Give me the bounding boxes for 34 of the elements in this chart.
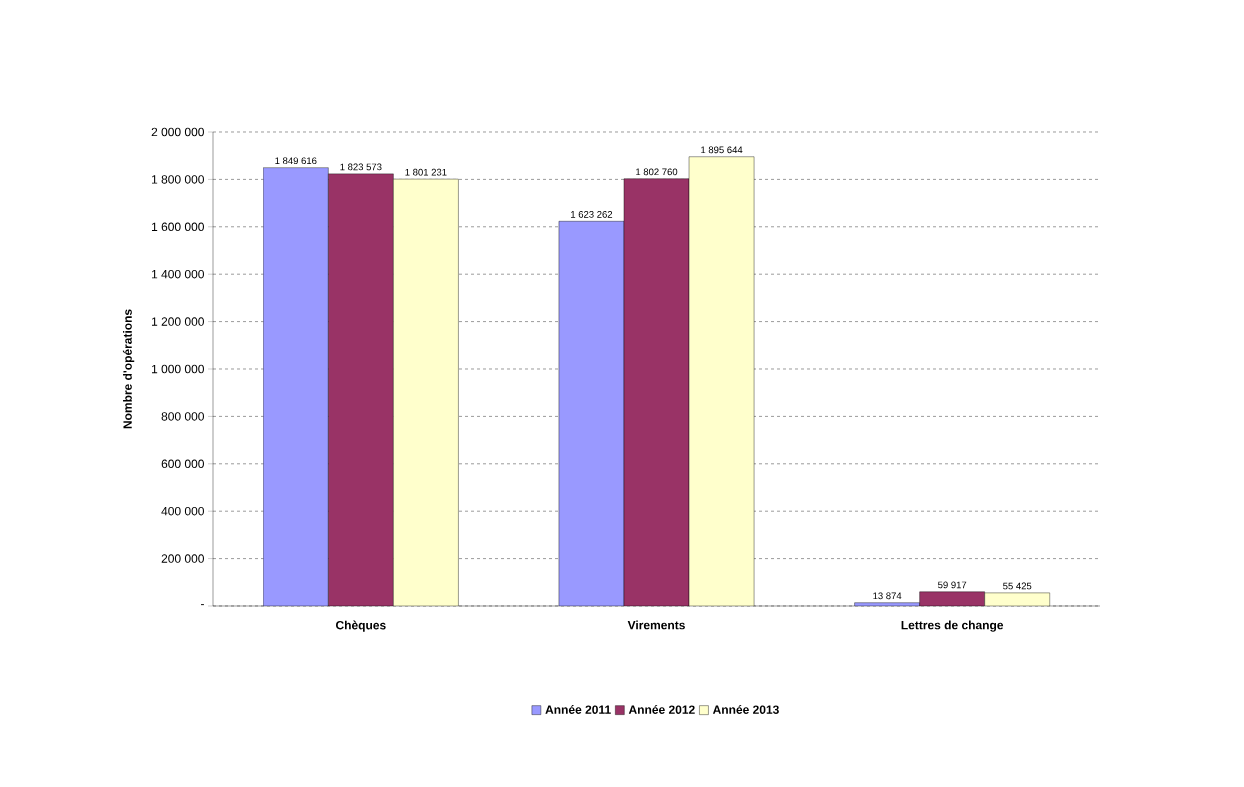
- y-axis-title: Nombre d'opérations: [122, 309, 135, 429]
- y-tick-label: 2 000 000: [151, 127, 204, 137]
- data-label: 1 623 262: [571, 211, 613, 218]
- y-tick-label: 1 400 000: [151, 269, 204, 279]
- data-label: 1 849 616: [275, 157, 317, 165]
- data-label: 59 917: [938, 581, 967, 589]
- data-label: 13 874: [873, 592, 902, 600]
- bar: [558, 221, 624, 606]
- bar: [689, 156, 755, 606]
- y-tick-label: 1 600 000: [151, 222, 204, 232]
- y-tick-label: 1 800 000: [151, 175, 204, 184]
- y-tick-label: 1 000 000: [151, 364, 204, 374]
- x-tick-label: Virements: [627, 620, 685, 630]
- bar: [393, 179, 459, 606]
- x-tick-label: Lettres de change: [901, 620, 1004, 632]
- y-tick-label: 200 000: [161, 554, 204, 563]
- y-tick-label: 600 000: [161, 459, 204, 469]
- legend-label: Année 2013: [712, 705, 779, 714]
- bar: [919, 591, 985, 606]
- data-label: 1 801 231: [405, 168, 447, 176]
- y-tick-label: 1 200 000: [151, 317, 204, 326]
- legend-label: Année 2012: [628, 705, 695, 714]
- y-tick-label: 800 000: [161, 412, 204, 421]
- bar: [328, 173, 394, 606]
- legend-label: Année 2011: [545, 705, 611, 714]
- bar: [623, 178, 690, 606]
- x-tick-label: Chèques: [335, 620, 386, 632]
- data-label: 1 895 644: [701, 146, 743, 154]
- bar: [263, 167, 329, 606]
- data-label: 55 425: [1003, 582, 1032, 590]
- data-label: 1 802 760: [636, 168, 678, 176]
- y-tick-label: 400 000: [161, 506, 204, 516]
- y-tick-label: -: [201, 604, 204, 606]
- data-label: 1 823 573: [340, 163, 382, 171]
